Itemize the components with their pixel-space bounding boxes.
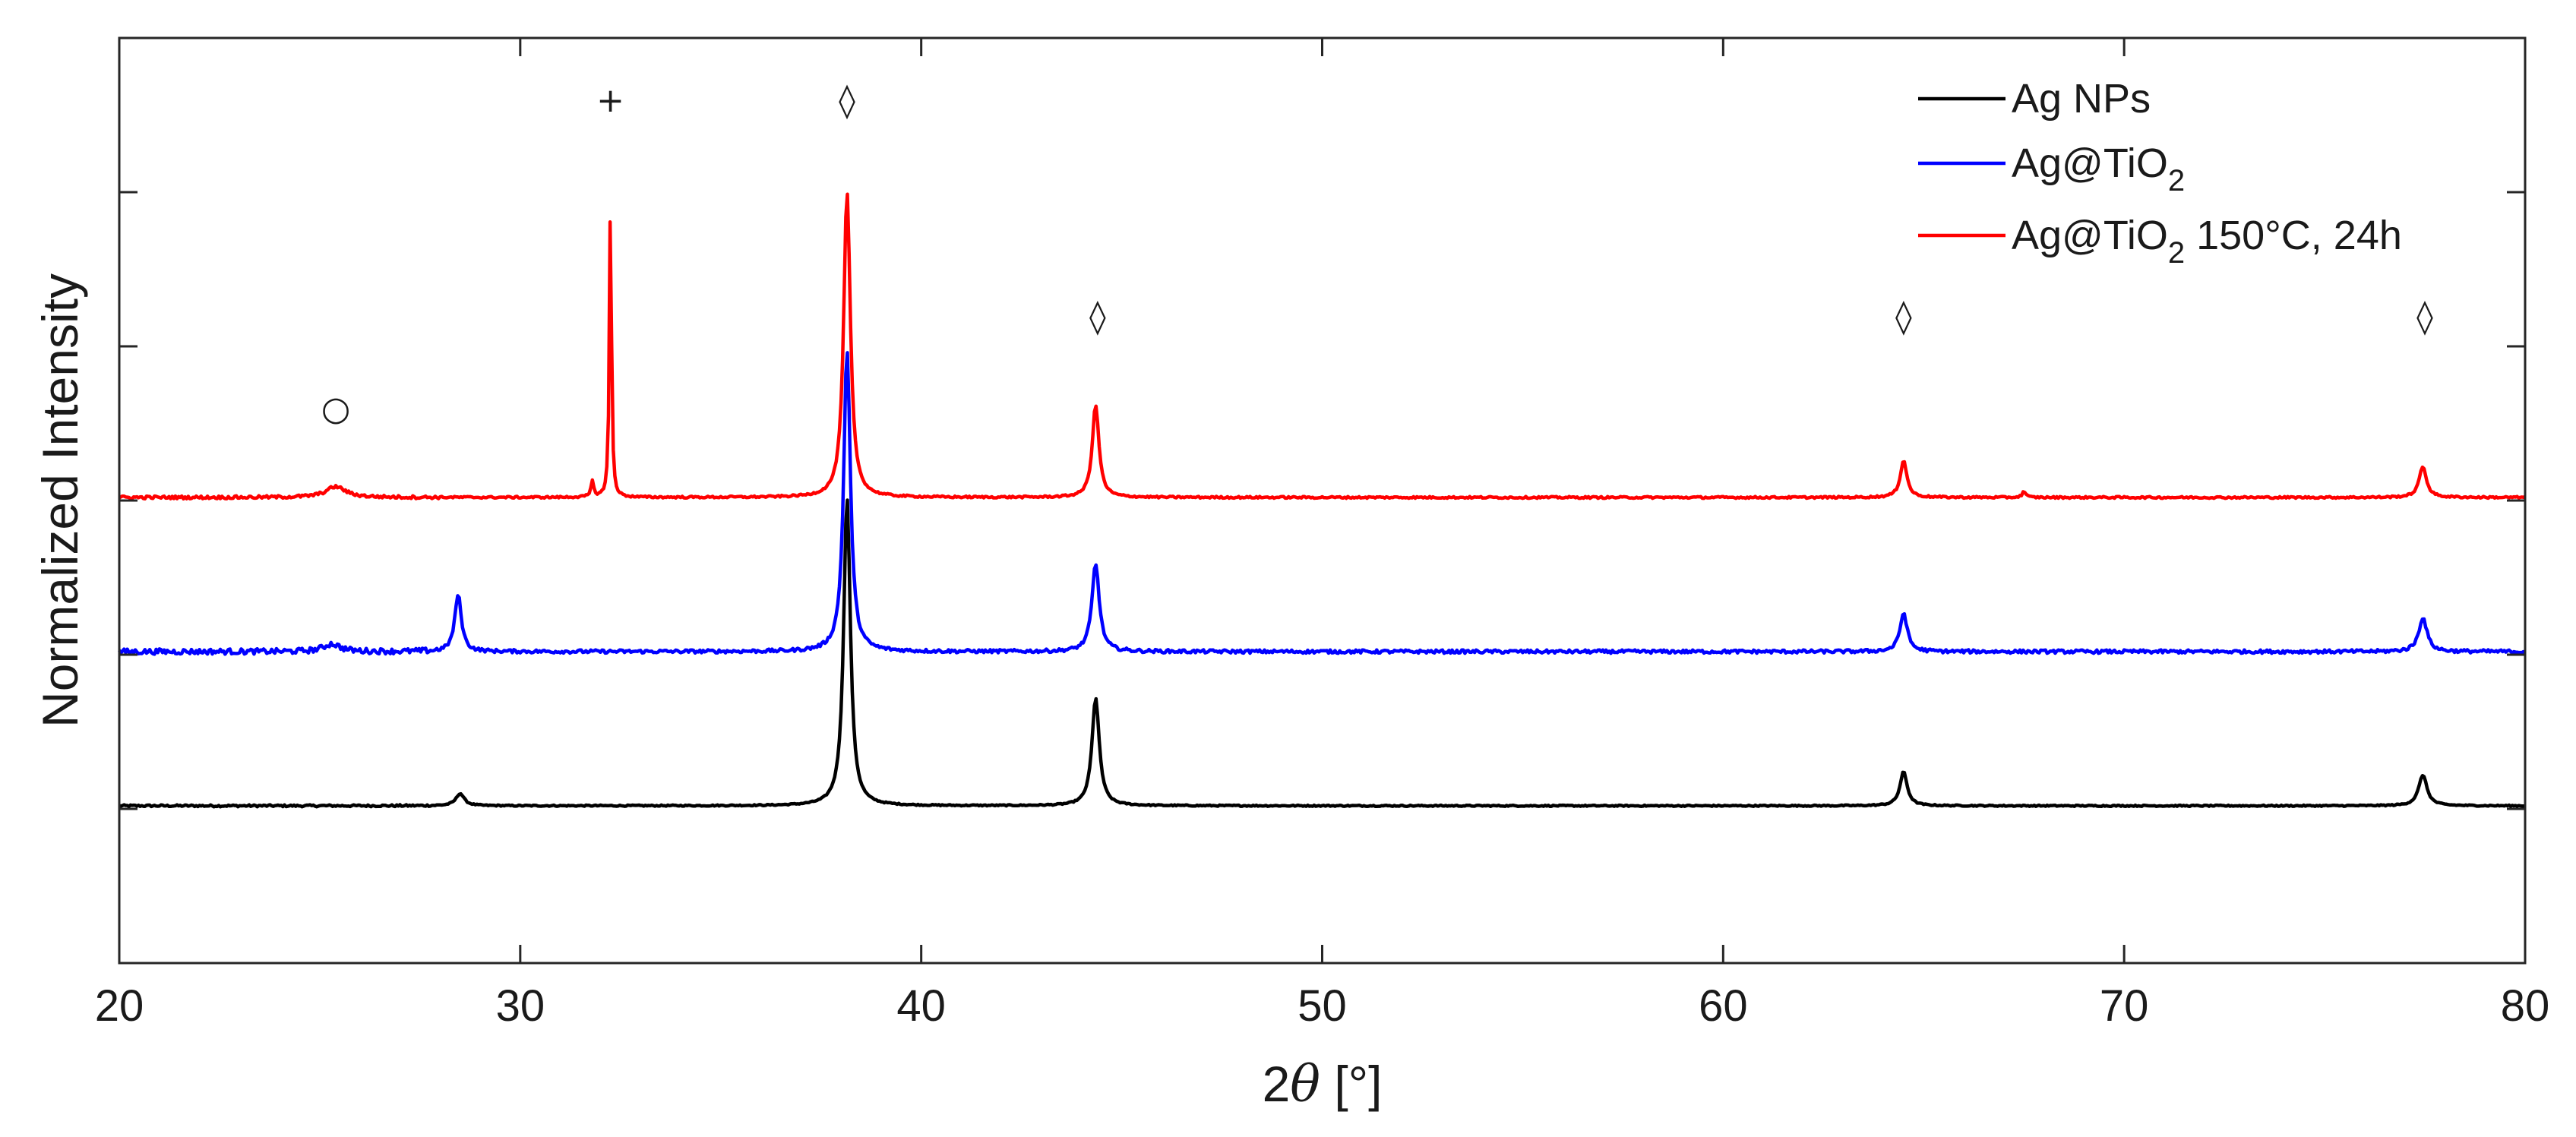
legend-label: Ag NPs	[2012, 76, 2151, 122]
x-tick-label: 20	[95, 981, 144, 1031]
peak-marker: ◊	[1089, 297, 1106, 336]
series-layer	[118, 192, 2527, 809]
x-axis-title: 2θ [°]	[1263, 1055, 1383, 1113]
x-tick-label: 60	[1699, 981, 1748, 1031]
peak-marker: ◊	[1895, 297, 1912, 336]
series-line-2	[118, 351, 2526, 656]
series-line-3	[118, 192, 2527, 501]
x-tick-label: 30	[496, 981, 545, 1031]
ticks-layer: 20 30 40 50 60 70 80	[95, 38, 2550, 1031]
peak-marker: ◊	[839, 81, 855, 120]
plot-area: 20 30 40 50 60 70 80 ○ + ◊ ◊ ◊ ◊ Ag NPs Ag@TiO2 Ag@Ti…	[95, 36, 2550, 1031]
x-tick-label: 50	[1297, 981, 1347, 1031]
legend-label: Ag@TiO2	[2012, 141, 2185, 197]
legend: Ag NPs Ag@TiO2 Ag@TiO2 150°C, 24h	[1918, 76, 2402, 270]
peak-marker: ○	[321, 390, 350, 428]
peak-marker: +	[596, 81, 624, 120]
series-line-1	[119, 498, 2526, 809]
y-axis-title: Normalized Intensity	[32, 273, 88, 728]
peak-marker: ◊	[2416, 297, 2433, 336]
x-tick-label: 80	[2501, 981, 2550, 1031]
x-tick-label: 70	[2100, 981, 2149, 1031]
annotation-layer: ○ + ◊ ◊ ◊ ◊	[321, 81, 2433, 428]
x-tick-label: 40	[896, 981, 946, 1031]
legend-label: Ag@TiO2 150°C, 24h	[2012, 213, 2402, 270]
